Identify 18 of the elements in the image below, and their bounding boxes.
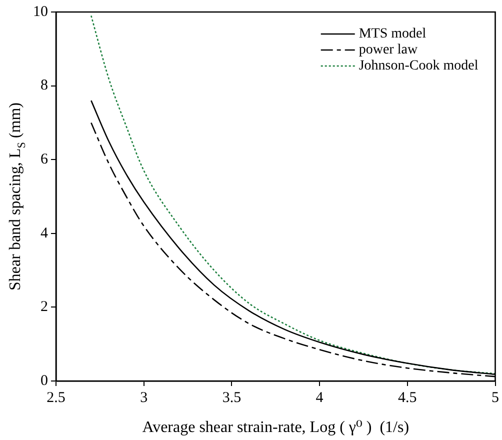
y-tick-label: 2: [40, 299, 48, 316]
y-axis-title: Shear band spacing, LS (mm): [7, 102, 28, 290]
y-tick-label: 4: [40, 225, 48, 242]
y-tick-label: 10: [33, 4, 48, 20]
legend-label: MTS model: [358, 26, 426, 42]
x-axis-title: Average shear strain-rate, Log ( γ⁰ ) (1/s): [142, 419, 410, 436]
x-tick-label: 4.5: [398, 390, 417, 406]
line-series: [90, 15, 496, 374]
x-tick-label: 3.5: [222, 390, 242, 406]
y-tick-label: 0: [40, 372, 48, 389]
x-tick-label: 5: [492, 390, 499, 406]
legend-label: Johnson-Cook model: [358, 58, 478, 74]
x-tick-label: 4: [316, 390, 324, 406]
y-tick-label: 8: [40, 78, 48, 94]
x-tick-label: 2.5: [46, 390, 66, 406]
x-tick-label: 3: [140, 390, 148, 406]
y-tick-label: 6: [40, 152, 48, 168]
legend-label: power law: [358, 42, 418, 58]
